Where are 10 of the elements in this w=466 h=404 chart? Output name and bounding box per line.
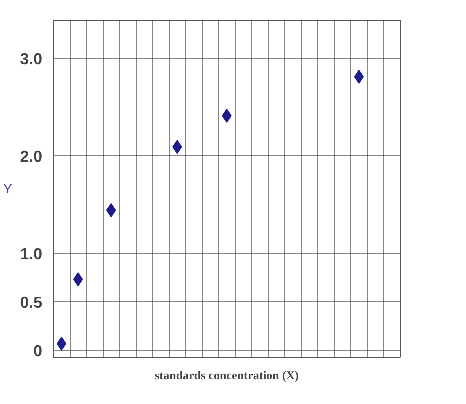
y-tick-label: 0 — [34, 344, 43, 361]
point — [73, 272, 84, 287]
x-axis-title: standards concentration (X) — [155, 368, 300, 382]
y-tick-label: 3.0 — [20, 51, 43, 68]
y-axis-title: Y — [4, 182, 13, 196]
y-tick-label: 0.5 — [20, 294, 43, 312]
y-tick-label: 1.0 — [20, 246, 43, 264]
point — [56, 336, 67, 351]
point — [354, 70, 364, 84]
y-tick-label: 2.0 — [20, 148, 43, 166]
